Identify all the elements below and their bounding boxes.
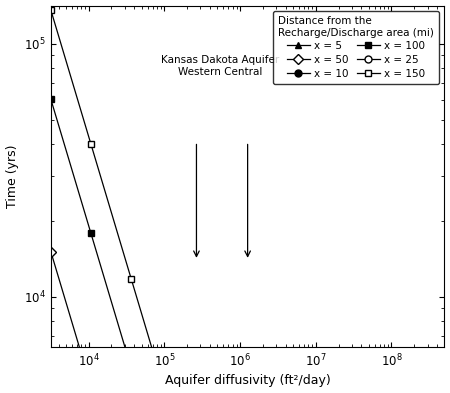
Y-axis label: Time (yrs): Time (yrs) [5, 145, 18, 208]
x = 150 [136, 303, 142, 308]
x = 100 [72, 177, 77, 182]
x = 50 [56, 276, 62, 281]
x = 150 [96, 169, 102, 174]
x = 100 [96, 258, 102, 263]
x = 150 [144, 330, 150, 335]
x = 100 [104, 285, 110, 290]
x = 150 [161, 384, 166, 389]
x = 100 [136, 392, 142, 393]
x = 100 [121, 339, 126, 343]
x = 100 [88, 231, 94, 236]
x = 100 [56, 124, 62, 129]
x = 150 [48, 7, 54, 12]
x = 150 [80, 115, 86, 120]
x = 150 [104, 196, 110, 200]
x = 150 [121, 250, 126, 254]
x = 150 [128, 276, 134, 281]
x = 100 [112, 312, 118, 316]
x = 100 [80, 204, 86, 209]
x = 100 [64, 151, 70, 155]
x = 150 [56, 35, 62, 39]
x = 150 [112, 222, 118, 227]
x = 50 [48, 249, 54, 254]
x = 150 [72, 88, 77, 93]
Line: x = 50: x = 50 [47, 248, 448, 393]
x = 50 [80, 357, 86, 362]
Legend: x = 5, x = 50, x = 10, x = 100, x = 25, x = 150: x = 5, x = 50, x = 10, x = 100, x = 25, … [273, 11, 439, 84]
Text: Kansas Dakota Aquifer
Western Central: Kansas Dakota Aquifer Western Central [161, 55, 279, 77]
x = 50 [88, 384, 94, 388]
x = 50 [72, 330, 77, 334]
X-axis label: Aquifer diffusivity (ft²/day): Aquifer diffusivity (ft²/day) [165, 375, 330, 387]
Line: x = 100: x = 100 [47, 95, 448, 393]
Line: x = 150: x = 150 [47, 6, 448, 393]
x = 100 [128, 365, 134, 370]
x = 150 [153, 357, 158, 362]
x = 150 [64, 61, 70, 66]
x = 50 [64, 303, 70, 308]
x = 100 [48, 97, 54, 101]
x = 150 [88, 142, 94, 147]
